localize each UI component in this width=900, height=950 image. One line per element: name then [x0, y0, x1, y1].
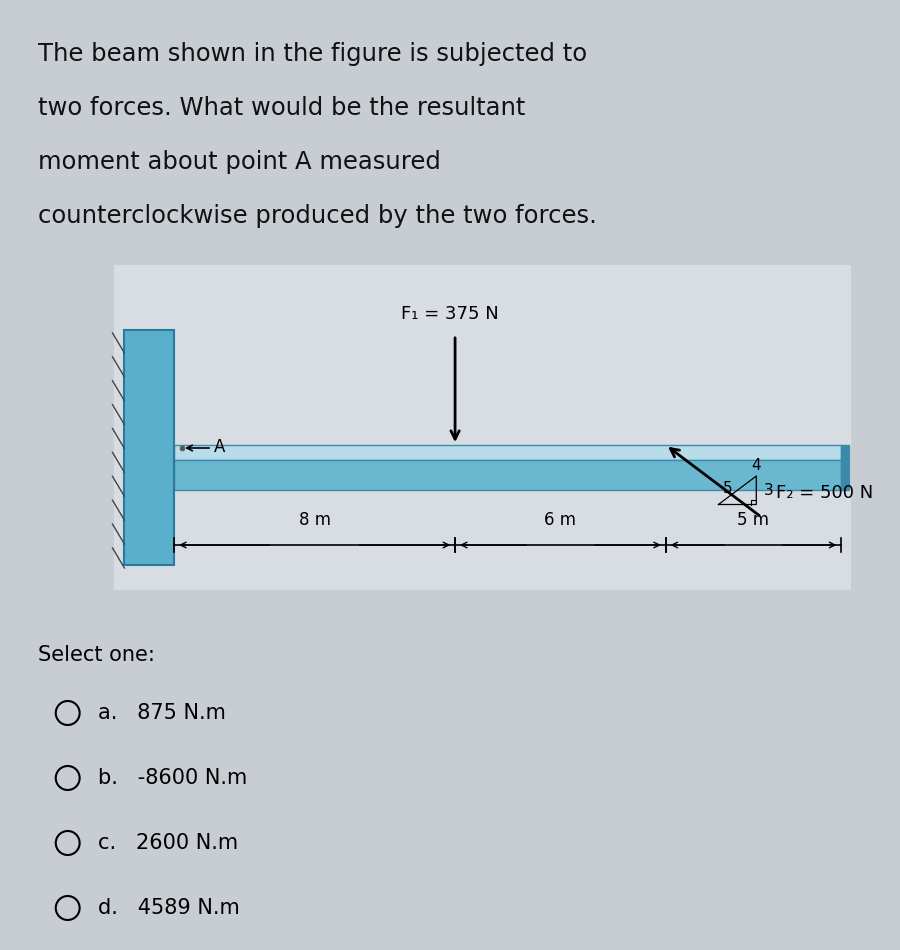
Text: two forces. What would be the resultant: two forces. What would be the resultant — [38, 96, 526, 120]
Text: 4: 4 — [752, 459, 761, 473]
Text: a.   875 N.m: a. 875 N.m — [97, 703, 225, 723]
Text: 8 m: 8 m — [299, 511, 330, 529]
Text: 3: 3 — [764, 483, 774, 498]
Text: The beam shown in the figure is subjected to: The beam shown in the figure is subjecte… — [38, 42, 587, 66]
Text: Select one:: Select one: — [38, 645, 155, 665]
Bar — [175, 460, 842, 490]
Text: moment about point A measured: moment about point A measured — [38, 150, 441, 174]
Text: 5 m: 5 m — [737, 511, 769, 529]
Bar — [842, 445, 850, 490]
Text: F₁ = 375 N: F₁ = 375 N — [401, 305, 499, 323]
Text: b.   -8600 N.m: b. -8600 N.m — [97, 768, 247, 788]
Text: F₂ = 500 N: F₂ = 500 N — [776, 484, 874, 502]
Text: d.   4589 N.m: d. 4589 N.m — [97, 898, 239, 918]
Text: 6 m: 6 m — [544, 511, 576, 529]
Text: A: A — [214, 438, 225, 456]
Text: counterclockwise produced by the two forces.: counterclockwise produced by the two for… — [38, 204, 597, 228]
Bar — [114, 265, 851, 590]
Bar — [124, 330, 175, 565]
Text: 5: 5 — [723, 481, 733, 496]
Bar — [175, 445, 842, 460]
Text: c.   2600 N.m: c. 2600 N.m — [97, 833, 238, 853]
